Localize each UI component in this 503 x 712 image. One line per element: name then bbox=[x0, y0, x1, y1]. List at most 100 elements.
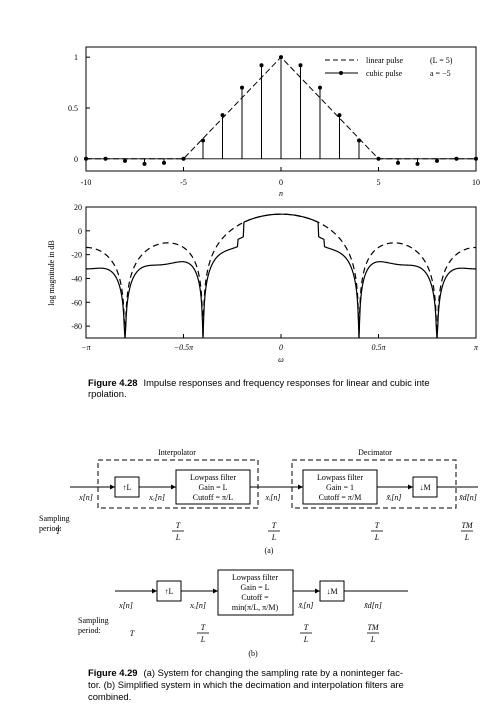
cubic-stem-point bbox=[162, 160, 166, 165]
y-tick-label: 1 bbox=[74, 53, 78, 62]
x-tick-label: 0 bbox=[279, 343, 283, 352]
legend: linear pulse (L = 5) cubic pulse a = −5 bbox=[325, 56, 453, 78]
period-numerator: T bbox=[375, 521, 380, 530]
period-numerator: T bbox=[272, 521, 277, 530]
cubic-stem-point bbox=[396, 160, 400, 165]
period-denominator: L bbox=[303, 635, 309, 644]
decimator-dashed-box bbox=[291, 459, 457, 509]
sampling-label-b-2: period: bbox=[78, 626, 101, 635]
cubic-stem-point bbox=[435, 158, 439, 163]
cubic-stem-point bbox=[103, 156, 108, 161]
period-denominator: L bbox=[374, 533, 380, 542]
cubic-stem-point bbox=[142, 161, 147, 166]
impulse-response-plot: -10 -5 0 5 10 0 0.5 1 n linear pulse (L = 5) cu… bbox=[68, 46, 480, 198]
lowpassb-line3: Cutoff = bbox=[241, 593, 269, 602]
lowpassb-line1: Lowpass filter bbox=[232, 573, 278, 582]
lowpass2-line2: Gain = 1 bbox=[326, 483, 354, 492]
period-denominator: L bbox=[175, 533, 181, 542]
cubic-stem-point bbox=[181, 156, 186, 161]
figure-4-29-caption: Figure 4.29 (a) System for changing the s… bbox=[88, 667, 404, 702]
legend-linear-label: linear pulse bbox=[366, 56, 404, 65]
x-tick-label: −0.5π bbox=[174, 343, 194, 352]
cubic-stem-point bbox=[259, 63, 264, 68]
upsampler-label: ↑L bbox=[123, 483, 132, 492]
lowpass1-line2: Gain = L bbox=[199, 483, 228, 492]
lowpass2-line3: Cutoff = π/M bbox=[319, 493, 362, 502]
signal-xe-b: xₑ[n] bbox=[189, 601, 206, 610]
linear-pulse-magnitude-line bbox=[86, 213, 476, 339]
cubic-stem-point bbox=[279, 55, 283, 60]
signal-xd-tilde: x̃d[n] bbox=[458, 493, 477, 502]
legend-cubic-label: cubic pulse bbox=[366, 69, 403, 78]
cubic-stem-point bbox=[123, 158, 127, 163]
block-diagram-a: Interpolator Decimator ↑L Lowpass filter… bbox=[39, 448, 478, 555]
period-denominator: L bbox=[271, 533, 277, 542]
panel-label-b: (b) bbox=[248, 649, 258, 658]
x-axis-label-omega: ω bbox=[278, 355, 284, 364]
period-numerator: T bbox=[304, 623, 309, 632]
interpolator-label: Interpolator bbox=[158, 448, 196, 457]
x-tick-label: -10 bbox=[81, 178, 92, 187]
x-axis-label-n: n bbox=[279, 189, 283, 198]
cubic-pulse-series bbox=[84, 55, 478, 166]
figure-4-28-caption: Figure 4.28 Impulse responses and frequen… bbox=[88, 377, 430, 388]
x-tick-label: 0 bbox=[279, 178, 283, 187]
sampling-label-b-1: Sampling bbox=[78, 616, 109, 625]
signal-x: x[n] bbox=[78, 493, 93, 502]
cubic-stem-point bbox=[357, 138, 361, 143]
cubic-stem-point bbox=[474, 156, 478, 161]
cubic-stem-point bbox=[454, 156, 459, 161]
cubic-stem-point bbox=[298, 63, 303, 68]
cubic-stem-point bbox=[201, 138, 205, 143]
x-tick-label: 0.5π bbox=[371, 343, 386, 352]
lowpass2-line1: Lowpass filter bbox=[317, 473, 363, 482]
x-tick-label: 10 bbox=[472, 178, 480, 187]
y-tick-label: 0.5 bbox=[68, 104, 78, 113]
y-axis-label: log magnitude in dB bbox=[47, 240, 56, 306]
sampling-label-1: Sampling bbox=[39, 514, 70, 523]
period-denominator: L bbox=[200, 635, 206, 644]
arrowheads-a bbox=[110, 484, 413, 490]
y-tick-label: -60 bbox=[71, 298, 82, 307]
cubic-stem-point bbox=[337, 113, 342, 118]
cubic-stem-point bbox=[318, 85, 322, 90]
downsampler-label-b: ↓M bbox=[326, 587, 337, 596]
arrowheads-b bbox=[152, 588, 320, 594]
x-tick-label: −π bbox=[81, 343, 91, 352]
x-tick-label: π bbox=[474, 343, 479, 352]
period-denominator: L bbox=[464, 533, 470, 542]
period-denominator: L bbox=[370, 635, 376, 644]
signal-xi: xᵢ[n] bbox=[264, 493, 280, 502]
signal-xi-tilde: x̃ᵢ[n] bbox=[385, 493, 401, 502]
y-tick-label: -20 bbox=[71, 251, 82, 260]
lowpassb-line2: Gain = L bbox=[241, 583, 270, 592]
decimator-label: Decimator bbox=[358, 448, 392, 457]
x-tick-label: 5 bbox=[377, 178, 381, 187]
log-magnitude-plot: −π −0.5π 0 0.5π π 20 0 -20 -40 -60 -80 ω log magni… bbox=[47, 203, 479, 364]
svg-text:combined.: combined. bbox=[88, 691, 131, 702]
y-tick-label: -80 bbox=[71, 322, 82, 331]
period-numerator: T bbox=[201, 623, 206, 632]
period-numerator: T bbox=[176, 521, 181, 530]
x-tick-label: -5 bbox=[180, 178, 187, 187]
svg-text:Figure 4.29(a) System for chan: Figure 4.29 (a) System for changing the s… bbox=[88, 667, 403, 678]
svg-text:tor. (b) Simplified system in: tor. (b) Simplified system in which the … bbox=[88, 679, 404, 690]
y-tick-label: 0 bbox=[74, 155, 78, 164]
lowpass1-line1: Lowpass filter bbox=[190, 473, 236, 482]
signal-xi-tilde-b: x̃ᵢ[n] bbox=[297, 601, 313, 610]
block-diagram-b: ↑L Lowpass filter Gain = L Cutoff = min(… bbox=[78, 569, 408, 658]
cubic-pulse-magnitude-line bbox=[86, 213, 476, 339]
cubic-stem-point bbox=[220, 113, 225, 118]
y-tick-label: 20 bbox=[74, 203, 82, 212]
period-value: T bbox=[56, 527, 61, 536]
y-tick-label: -40 bbox=[71, 274, 82, 283]
signal-xe: xₑ[n] bbox=[148, 493, 165, 502]
panel-label-a: (a) bbox=[265, 546, 274, 555]
period-numerator: TM bbox=[367, 623, 379, 632]
y-tick-label: 0 bbox=[78, 227, 82, 236]
downsampler-label: ↓M bbox=[419, 483, 430, 492]
lowpassb-line4: min(π/L, π/M) bbox=[232, 603, 279, 612]
